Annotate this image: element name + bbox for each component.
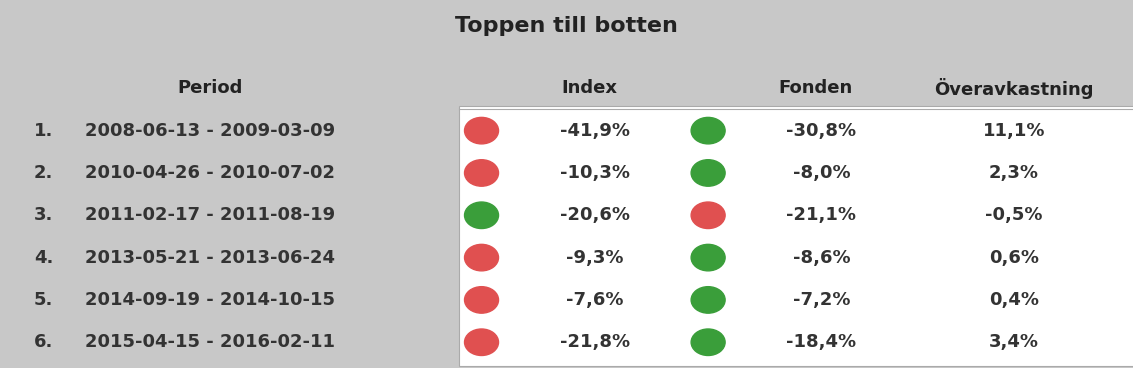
Text: 4.: 4. xyxy=(34,249,53,266)
Text: -18,4%: -18,4% xyxy=(786,333,857,351)
Text: -10,3%: -10,3% xyxy=(560,164,630,182)
Text: 1.: 1. xyxy=(34,122,53,139)
Text: 2015-04-15 - 2016-02-11: 2015-04-15 - 2016-02-11 xyxy=(85,333,334,351)
Text: Fonden: Fonden xyxy=(778,79,853,97)
Bar xyxy=(459,106,1133,366)
Text: Index: Index xyxy=(561,79,617,97)
Text: -8,0%: -8,0% xyxy=(793,164,850,182)
Text: -7,2%: -7,2% xyxy=(793,291,850,309)
Text: 2.: 2. xyxy=(34,164,53,182)
Text: 0,6%: 0,6% xyxy=(989,249,1039,266)
Text: Överavkastning: Överavkastning xyxy=(935,78,1093,99)
Ellipse shape xyxy=(465,329,499,355)
Ellipse shape xyxy=(465,244,499,271)
Text: -30,8%: -30,8% xyxy=(786,122,857,139)
Text: 2010-04-26 - 2010-07-02: 2010-04-26 - 2010-07-02 xyxy=(85,164,334,182)
Text: 2014-09-19 - 2014-10-15: 2014-09-19 - 2014-10-15 xyxy=(85,291,334,309)
Ellipse shape xyxy=(691,287,725,313)
Text: 6.: 6. xyxy=(34,333,53,351)
Text: -41,9%: -41,9% xyxy=(560,122,630,139)
Ellipse shape xyxy=(465,160,499,186)
Text: -0,5%: -0,5% xyxy=(986,206,1042,224)
Text: -21,8%: -21,8% xyxy=(560,333,630,351)
Text: -21,1%: -21,1% xyxy=(786,206,857,224)
Text: 0,4%: 0,4% xyxy=(989,291,1039,309)
Text: 5.: 5. xyxy=(34,291,53,309)
Text: 2013-05-21 - 2013-06-24: 2013-05-21 - 2013-06-24 xyxy=(85,249,334,266)
Text: -8,6%: -8,6% xyxy=(793,249,850,266)
Ellipse shape xyxy=(691,117,725,144)
Ellipse shape xyxy=(465,287,499,313)
Text: 3,4%: 3,4% xyxy=(989,333,1039,351)
Ellipse shape xyxy=(691,160,725,186)
Ellipse shape xyxy=(691,244,725,271)
Text: 2011-02-17 - 2011-08-19: 2011-02-17 - 2011-08-19 xyxy=(85,206,334,224)
Text: 3.: 3. xyxy=(34,206,53,224)
Text: 11,1%: 11,1% xyxy=(982,122,1046,139)
Ellipse shape xyxy=(465,202,499,229)
Text: 2008-06-13 - 2009-03-09: 2008-06-13 - 2009-03-09 xyxy=(85,122,334,139)
Ellipse shape xyxy=(691,329,725,355)
Text: 2,3%: 2,3% xyxy=(989,164,1039,182)
Text: -7,6%: -7,6% xyxy=(566,291,623,309)
Ellipse shape xyxy=(465,117,499,144)
Text: -20,6%: -20,6% xyxy=(560,206,630,224)
Text: Period: Period xyxy=(177,79,242,97)
Ellipse shape xyxy=(691,202,725,229)
Text: Toppen till botten: Toppen till botten xyxy=(455,16,678,36)
Text: -9,3%: -9,3% xyxy=(566,249,623,266)
